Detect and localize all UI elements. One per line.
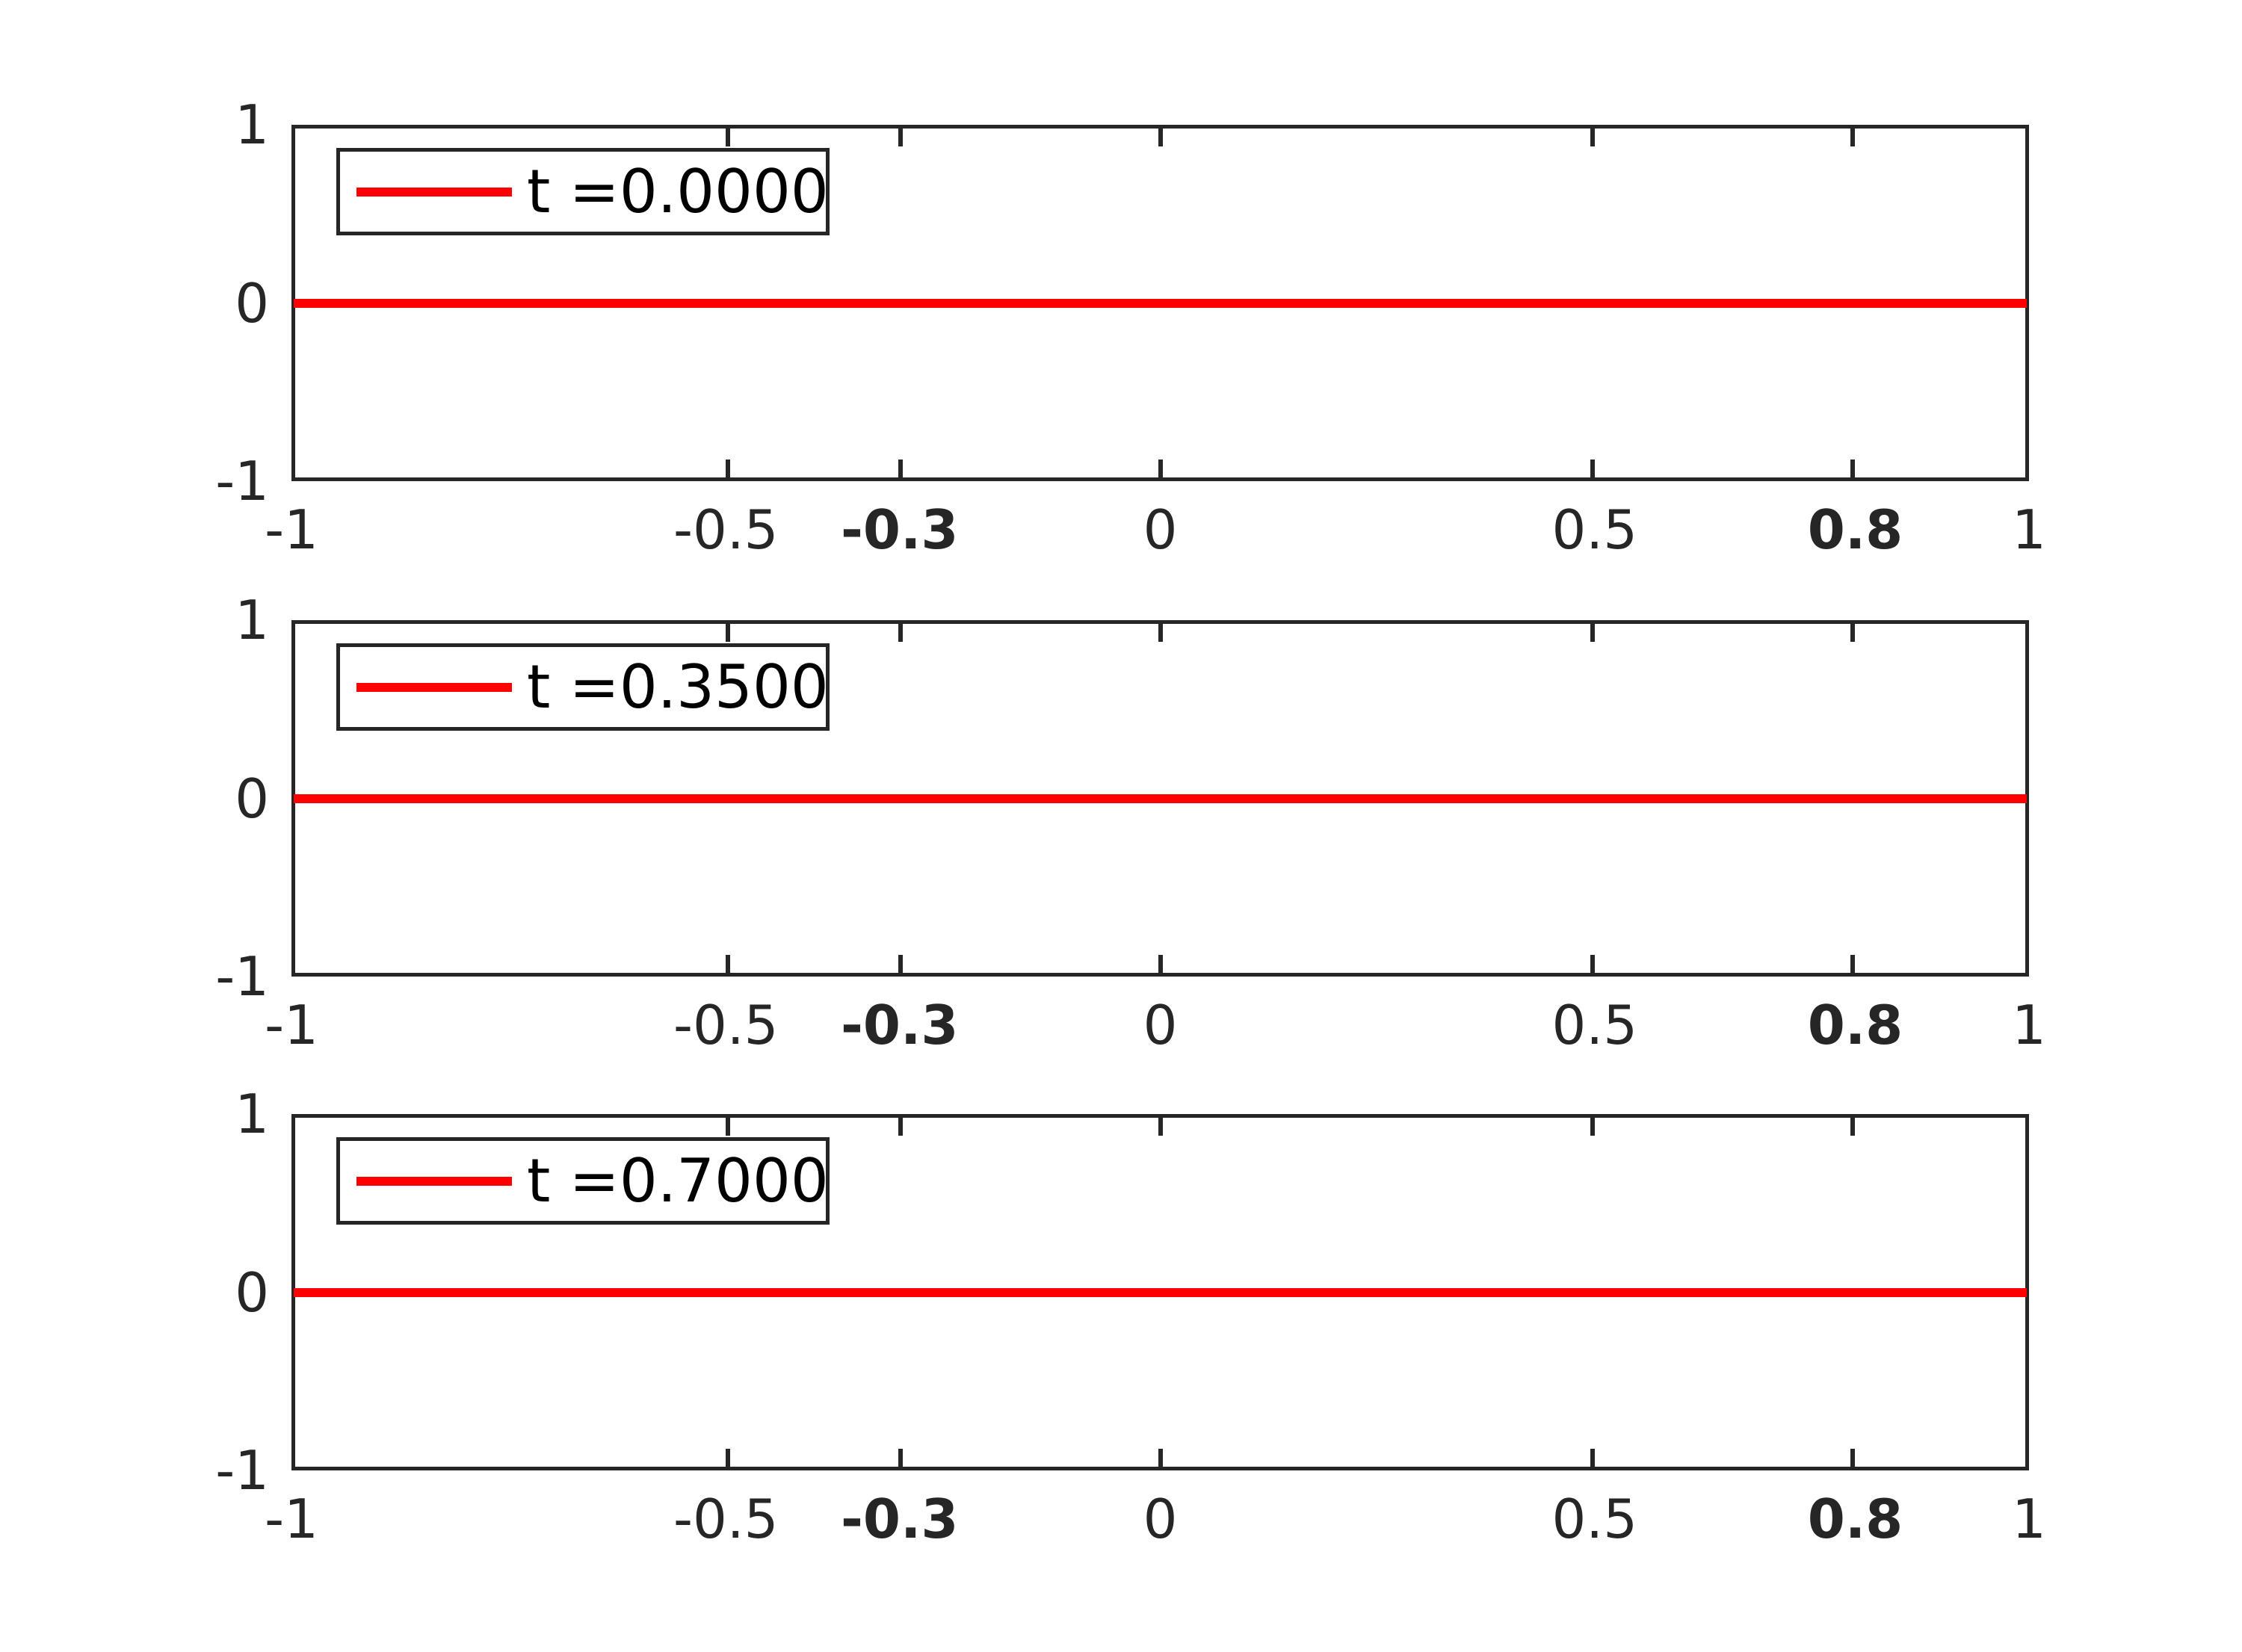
x-tick-label: 1 — [2012, 994, 2046, 1057]
x-tick-label: 1 — [2012, 498, 2046, 561]
x-tick-label: -1 — [265, 994, 318, 1057]
series-line — [294, 298, 2027, 308]
x-tick-label: 0.8 — [1807, 1488, 1903, 1550]
x-tick-label: -1 — [265, 498, 318, 561]
legend-label: t =0.3500 — [527, 652, 829, 722]
x-tick-mark — [1850, 460, 1855, 477]
subplot-3: t =0.7000 -1 -0.5 -0.3 0 0.5 0.8 1 1 0 -1 — [0, 1087, 2242, 1546]
y-tick-label: -1 — [215, 450, 269, 513]
x-tick-labels: -1 -0.5 -0.3 0 0.5 0.8 1 — [265, 498, 2046, 570]
x-tick-mark — [1590, 129, 1596, 146]
x-tick-mark — [1158, 955, 1163, 973]
legend-box: t =0.3500 — [336, 643, 830, 731]
subplot-2: t =0.3500 -1 -0.5 -0.3 0 0.5 0.8 1 1 0 -1 — [0, 593, 2242, 1052]
x-tick-label: 0.5 — [1551, 1488, 1638, 1550]
x-tick-mark — [1590, 955, 1596, 973]
x-tick-label: 0.8 — [1807, 994, 1903, 1057]
x-tick-label: -0.3 — [841, 994, 959, 1057]
x-tick-label: -0.3 — [841, 498, 959, 561]
x-tick-mark — [1590, 1118, 1596, 1136]
subplot-1: t =0.0000 -1 -0.5 -0.3 0 0.5 0.8 1 1 0 -1 — [0, 98, 2242, 557]
x-tick-mark — [1850, 1449, 1855, 1467]
x-tick-mark — [898, 460, 904, 477]
x-tick-mark — [725, 1449, 730, 1467]
x-tick-mark — [725, 129, 730, 146]
x-tick-mark — [1850, 624, 1855, 642]
x-tick-mark — [898, 1449, 904, 1467]
x-tick-label: -0.5 — [673, 994, 779, 1057]
series-line — [294, 1287, 2027, 1297]
legend-box: t =0.0000 — [336, 148, 830, 235]
y-tick-label: 1 — [235, 93, 269, 156]
x-tick-mark — [725, 624, 730, 642]
y-tick-label: -1 — [215, 945, 269, 1008]
x-tick-mark — [1590, 624, 1596, 642]
x-tick-label: 0 — [1143, 1488, 1178, 1550]
x-tick-mark — [725, 955, 730, 973]
x-tick-mark — [898, 955, 904, 973]
x-tick-mark — [898, 624, 904, 642]
x-tick-mark — [1158, 624, 1163, 642]
x-tick-mark — [725, 1118, 730, 1136]
x-tick-mark — [898, 129, 904, 146]
y-tick-label: 0 — [235, 271, 269, 335]
x-tick-mark — [1158, 1449, 1163, 1467]
y-tick-label: 0 — [235, 767, 269, 830]
axes-box: t =0.3500 — [291, 620, 2029, 977]
x-tick-mark — [1590, 1449, 1596, 1467]
x-tick-label: -0.5 — [673, 1488, 779, 1550]
legend-line-sample — [356, 187, 512, 197]
x-tick-label: 0.5 — [1551, 498, 1638, 561]
x-tick-label: -0.5 — [673, 498, 779, 561]
x-tick-mark — [1158, 129, 1163, 146]
x-tick-label: -0.3 — [841, 1488, 959, 1550]
legend-label: t =0.0000 — [527, 156, 829, 226]
x-tick-mark — [1850, 955, 1855, 973]
x-tick-label: -1 — [265, 1488, 318, 1550]
x-tick-mark — [1850, 1118, 1855, 1136]
x-tick-labels: -1 -0.5 -0.3 0 0.5 0.8 1 — [265, 994, 2046, 1065]
x-tick-label: 0 — [1143, 994, 1178, 1057]
x-tick-labels: -1 -0.5 -0.3 0 0.5 0.8 1 — [265, 1488, 2046, 1559]
legend-box: t =0.7000 — [336, 1137, 830, 1225]
x-tick-mark — [725, 460, 730, 477]
legend-line-sample — [356, 682, 512, 692]
axes-box: t =0.7000 — [291, 1114, 2029, 1470]
x-tick-label: 0.8 — [1807, 498, 1903, 561]
x-tick-mark — [898, 1118, 904, 1136]
y-tick-label: 1 — [235, 1083, 269, 1145]
x-tick-label: 1 — [2012, 1488, 2046, 1550]
x-tick-mark — [1158, 460, 1163, 477]
series-line — [294, 793, 2027, 803]
y-tick-label: 0 — [235, 1260, 269, 1324]
x-tick-label: 0 — [1143, 498, 1178, 561]
x-tick-mark — [1158, 1118, 1163, 1136]
x-tick-mark — [1850, 129, 1855, 146]
x-tick-label: 0.5 — [1551, 994, 1638, 1057]
legend-label: t =0.7000 — [527, 1145, 829, 1216]
x-tick-mark — [1590, 460, 1596, 477]
axes-box: t =0.0000 — [291, 125, 2029, 481]
y-tick-label: 1 — [235, 589, 269, 652]
legend-line-sample — [356, 1176, 512, 1186]
y-tick-label: -1 — [215, 1439, 269, 1502]
